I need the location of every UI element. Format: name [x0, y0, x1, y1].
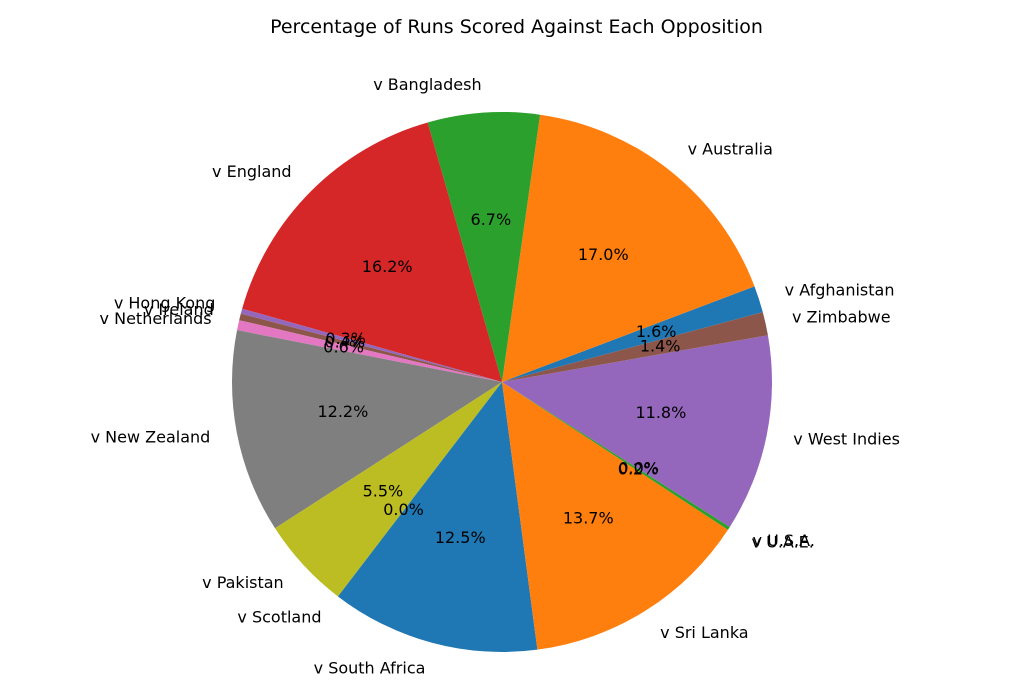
slice-percent-v-south-africa: 12.5%	[435, 528, 486, 547]
slice-percent-v-netherlands: 0.6%	[323, 337, 364, 356]
pie-slice-v-new-zealand	[232, 330, 503, 529]
slice-label-v-u-s-a: v U.S.A.	[753, 531, 815, 550]
slice-label-v-ireland: v Ireland	[144, 300, 214, 319]
pie-slice-v-netherlands	[237, 320, 503, 382]
slice-label-v-new-zealand: v New Zealand	[91, 427, 211, 446]
slice-percent-v-ireland: 0.4%	[324, 332, 365, 351]
slice-percent-v-zimbabwe: 1.4%	[640, 336, 681, 355]
pie-slice-v-bangladesh	[427, 111, 541, 382]
slice-percent-v-pakistan: 5.5%	[363, 481, 404, 500]
slice-percent-v-australia: 17.0%	[578, 245, 629, 264]
slice-label-v-afghanistan: v Afghanistan	[785, 280, 895, 299]
pie-slice-v-pakistan	[275, 382, 502, 597]
pie-slice-v-hong-kong	[240, 308, 503, 382]
slice-percent-v-west-indies: 11.8%	[635, 403, 686, 422]
pie-slice-v-south-africa	[337, 382, 538, 652]
slice-label-v-netherlands: v Netherlands	[100, 309, 212, 328]
pie-slice-v-australia	[502, 114, 755, 383]
chart-title: Percentage of Runs Scored Against Each O…	[270, 16, 763, 38]
pie-slice-v-sri-lanka	[502, 382, 728, 650]
slice-label-v-zimbabwe: v Zimbabwe	[792, 307, 891, 326]
slice-percent-v-bangladesh: 6.7%	[471, 210, 512, 229]
pie-slice-v-west-indies	[502, 335, 772, 527]
slice-label-v-australia: v Australia	[688, 140, 773, 159]
slice-label-v-south-africa: v South Africa	[314, 658, 426, 677]
slice-percent-v-scotland: 0.0%	[383, 500, 424, 519]
slice-percent-v-u-a-e: 0.2%	[618, 459, 659, 478]
slice-percent-v-new-zealand: 12.2%	[317, 402, 368, 421]
slice-percent-v-hong-kong: 0.3%	[325, 329, 366, 348]
pie-slice-v-england	[242, 122, 503, 383]
slice-percent-v-england: 16.2%	[362, 257, 413, 276]
pie-slice-v-u-a-e	[502, 382, 730, 530]
slice-percent-v-u-s-a: 0.0%	[618, 458, 659, 477]
slice-label-v-hong-kong: v Hong Kong	[114, 294, 216, 313]
pie-slice-v-zimbabwe	[502, 312, 768, 382]
pie-slice-v-ireland	[239, 313, 503, 382]
slice-label-v-u-a-e: v U.A.E.	[752, 533, 814, 552]
slice-label-v-england: v England	[212, 162, 292, 181]
slice-percent-v-afghanistan: 1.6%	[636, 322, 677, 341]
slice-label-v-west-indies: v West Indies	[793, 429, 900, 448]
slice-label-v-sri-lanka: v Sri Lanka	[660, 623, 748, 642]
slice-label-v-pakistan: v Pakistan	[202, 573, 284, 592]
pie-slice-v-afghanistan	[502, 286, 763, 382]
slice-label-v-bangladesh: v Bangladesh	[373, 75, 481, 94]
slice-label-v-scotland: v Scotland	[237, 607, 321, 626]
slice-percent-v-sri-lanka: 13.7%	[563, 509, 614, 528]
